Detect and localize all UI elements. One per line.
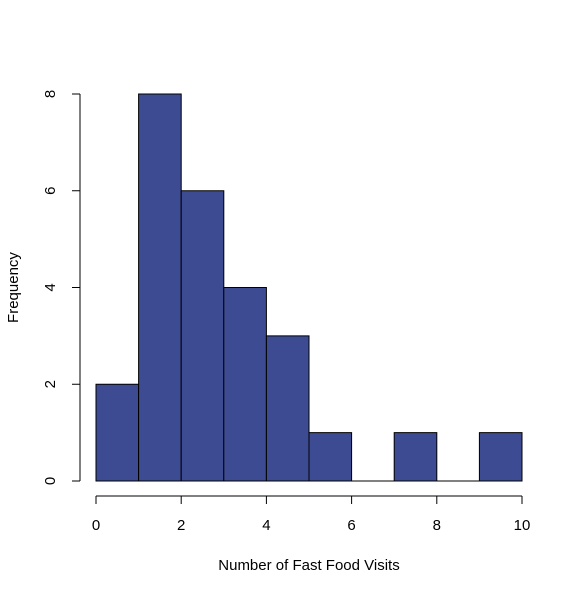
histogram-bar-2	[180, 190, 225, 482]
y-axis: 0 2 4 6 8	[42, 90, 81, 485]
y-tick-label-4: 8	[42, 90, 59, 98]
histogram-bar-5	[308, 432, 353, 482]
histogram-bar-3	[223, 287, 267, 482]
x-tick-label-5: 10	[514, 517, 531, 534]
histogram-bar-4	[265, 335, 310, 482]
x-tick-label-2: 4	[262, 517, 270, 534]
bars-layer	[95, 93, 523, 482]
histogram-bar-9	[478, 432, 523, 482]
y-tick-label-1: 2	[42, 380, 59, 388]
histogram-bar-7	[393, 432, 438, 482]
y-axis-label: Frequency	[5, 252, 22, 323]
x-tick-label-0: 0	[92, 517, 100, 534]
histogram-bar-1	[138, 93, 182, 482]
x-tick-label-4: 8	[433, 517, 441, 534]
y-tick-label-3: 6	[42, 187, 59, 195]
x-tick-label-1: 2	[177, 517, 185, 534]
x-tick-label-3: 6	[347, 517, 355, 534]
x-axis-label: Number of Fast Food Visits	[218, 557, 399, 574]
histogram-bar-0	[95, 383, 140, 482]
x-axis: 0 2 4 6 8 10	[92, 495, 531, 534]
y-tick-label-2: 4	[42, 283, 59, 291]
y-tick-label-0: 0	[42, 477, 59, 485]
